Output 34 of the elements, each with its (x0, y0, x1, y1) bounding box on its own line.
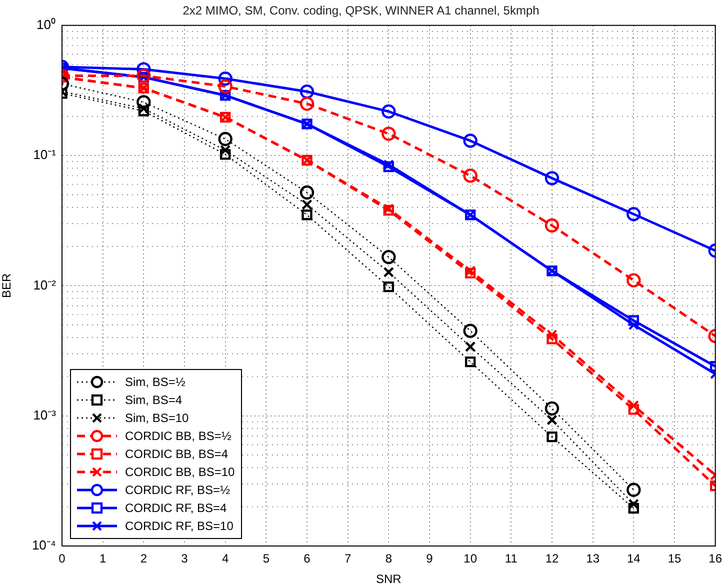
x-tick-label: 16 (708, 552, 722, 566)
legend-label: CORDIC BB, BS=4 (125, 446, 228, 463)
legend-label: Sim, BS=½ (125, 374, 186, 391)
y-tick-label: 10⁰ (36, 16, 56, 32)
x-tick-label: 8 (385, 552, 392, 566)
y-tick-label: 10⁻² (33, 277, 57, 292)
x-tick-label: 12 (545, 552, 559, 566)
chart-title: 2x2 MIMO, SM, Conv. coding, QPSK, WINNER A1 channel, 5kmph (182, 4, 540, 18)
x-tick-label: 2 (140, 552, 148, 566)
x-tick-label: 6 (304, 552, 311, 566)
x-tick-label: 15 (668, 552, 682, 566)
x-tick-label: 0 (58, 552, 66, 566)
x-tick-label: 13 (586, 552, 600, 566)
x-axis-title: SNR (376, 572, 402, 586)
x-tick-label: 3 (181, 552, 188, 566)
x-tick-label: 11 (504, 552, 518, 566)
y-axis-title: BER (0, 273, 14, 298)
x-tick-label: 14 (626, 552, 641, 566)
x-tick-label: 7 (344, 552, 352, 566)
x-tick-label: 1 (99, 552, 106, 566)
x-tick-label: 9 (426, 552, 434, 566)
legend-label: CORDIC RF, BS=10 (125, 518, 234, 535)
legend-label: Sim, BS=10 (125, 410, 189, 427)
x-tick-label: 4 (222, 552, 229, 566)
legend-label: Sim, BS=4 (125, 392, 182, 409)
x-tick-label: 10 (464, 552, 478, 566)
y-tick-label: 10⁻³ (33, 407, 57, 422)
legend-label: CORDIC BB, BS=10 (125, 464, 235, 481)
legend-label: CORDIC RF, BS=4 (125, 500, 227, 517)
legend-label: CORDIC RF, BS=½ (125, 482, 230, 499)
legend-label: CORDIC BB, BS=½ (125, 428, 232, 445)
x-tick-label: 5 (262, 552, 270, 566)
y-tick-label: 10⁻⁴ (32, 538, 56, 553)
y-tick-label: 10⁻¹ (33, 147, 57, 162)
